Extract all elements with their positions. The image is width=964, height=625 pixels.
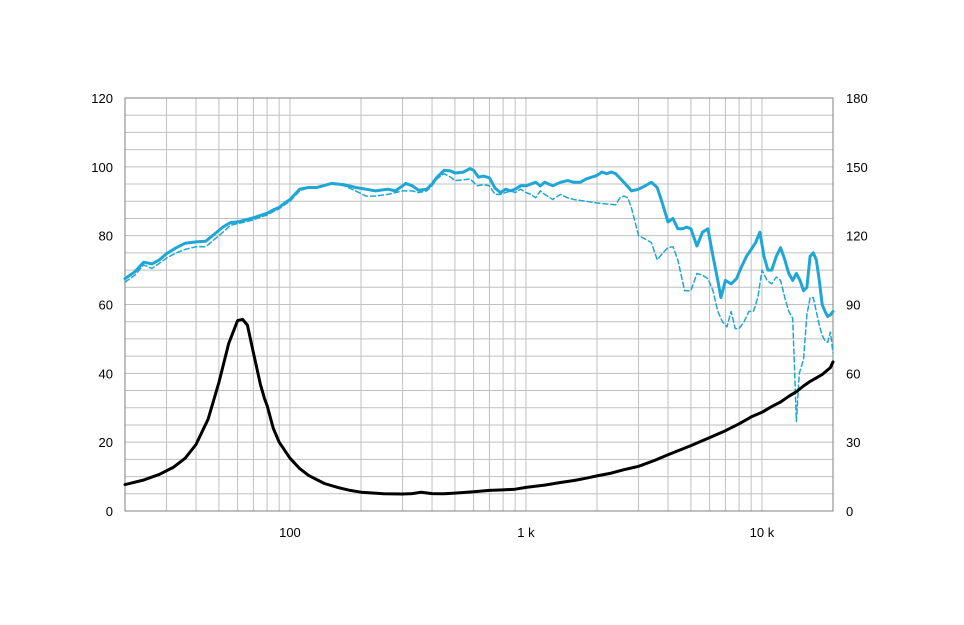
x-tick-label: 1 k (517, 525, 535, 540)
x-tick-label: 10 k (750, 525, 775, 540)
series-group (123, 167, 835, 496)
y-right-tick-label: 0 (846, 504, 853, 519)
y-left-tick-label: 0 (106, 504, 113, 519)
plot-frame (124, 97, 834, 512)
y-right-tick-label: 180 (846, 91, 868, 106)
y-left-tick-label: 80 (99, 229, 113, 244)
y-right-tick-label: 60 (846, 366, 860, 381)
y-left-tick-label: 20 (99, 435, 113, 450)
y-left-tick-label: 100 (91, 160, 113, 175)
series-line-3 (123, 317, 835, 496)
y-left-tick-label: 60 (99, 298, 113, 313)
series-line-2 (124, 172, 834, 423)
y-right-tick-label: 150 (846, 160, 868, 175)
y-left-tick-label: 120 (91, 91, 113, 106)
y-right-tick-label: 120 (846, 229, 868, 244)
series-line-1 (123, 167, 835, 318)
x-tick-label: 100 (279, 525, 301, 540)
tick-labels: 0 20 40 60 80 100 120 0 30 60 90 120 150 180 100 1 k 10 … (91, 91, 867, 540)
y-left-tick-label: 40 (99, 366, 113, 381)
y-right-tick-label: 90 (846, 298, 860, 313)
y-right-tick-label: 30 (846, 435, 860, 450)
